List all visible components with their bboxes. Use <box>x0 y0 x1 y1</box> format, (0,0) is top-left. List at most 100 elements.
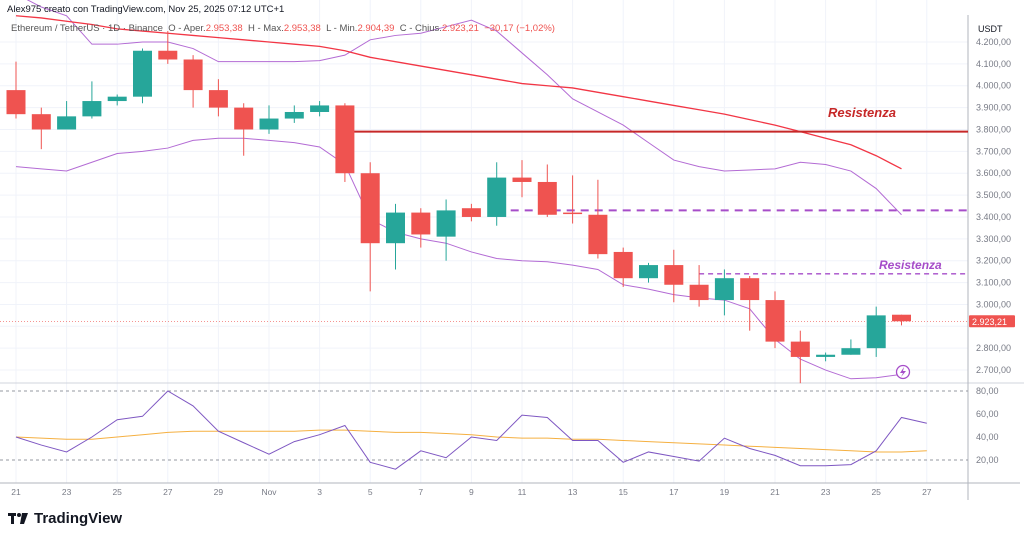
candle[interactable] <box>107 94 127 106</box>
current-price-tag <box>969 315 1015 328</box>
low-label: L - Min. <box>326 23 358 34</box>
candle-body <box>588 214 608 255</box>
candle-body <box>107 96 127 102</box>
time-tick-label: 23 <box>821 487 831 497</box>
high-value: 2.953,38 <box>283 23 321 34</box>
candle-body <box>335 105 355 174</box>
candle[interactable] <box>816 352 836 362</box>
candle-body <box>487 177 507 217</box>
candle[interactable] <box>790 330 810 384</box>
time-tick-label: 23 <box>62 487 72 497</box>
candle[interactable] <box>234 103 254 156</box>
candle[interactable] <box>487 162 507 226</box>
time-tick-label: 3 <box>317 487 322 497</box>
rsi-tick-label: 40,00 <box>976 432 999 442</box>
time-tick-label: 25 <box>112 487 122 497</box>
candle[interactable] <box>740 276 760 331</box>
candle[interactable] <box>436 199 456 261</box>
candle[interactable] <box>6 61 26 119</box>
candle[interactable] <box>689 265 709 307</box>
candle-body <box>816 354 836 357</box>
candle[interactable] <box>588 179 608 259</box>
tradingview-logo[interactable]: TradingView <box>8 510 122 527</box>
candle[interactable] <box>259 105 279 134</box>
time-tick-label: 17 <box>669 487 679 497</box>
candle[interactable] <box>563 175 583 224</box>
candle-body <box>158 50 178 60</box>
candle-body <box>133 50 152 97</box>
rsi-tick-label: 20,00 <box>976 455 999 465</box>
candle-body <box>714 278 734 301</box>
chart-credit: Alex975 creato con TradingView.com, Nov … <box>7 4 285 15</box>
symbol-name[interactable]: Ethereum / TetherUS · 1D · Binance <box>11 23 163 34</box>
candle[interactable] <box>386 203 405 270</box>
candle[interactable] <box>158 31 178 64</box>
time-tick-label: 21 <box>11 487 21 497</box>
candle-body <box>208 90 228 108</box>
candle-body <box>740 278 760 301</box>
candle[interactable] <box>310 101 330 117</box>
candle[interactable] <box>765 291 785 349</box>
candle-body <box>639 265 658 279</box>
rsi-tick-label: 80,00 <box>976 386 999 396</box>
rsi-tick-label: 60,00 <box>976 409 999 419</box>
candle[interactable] <box>284 105 304 123</box>
price-tick-label: 3.700,00 <box>976 146 1011 156</box>
time-tick-label: 27 <box>922 487 932 497</box>
candle[interactable] <box>57 101 77 130</box>
time-tick-label: 13 <box>568 487 578 497</box>
close-value: 2.923,21 <box>441 23 479 34</box>
candle[interactable] <box>866 306 886 357</box>
candle-body <box>866 315 886 349</box>
price-tick-label: 2.700,00 <box>976 365 1011 375</box>
time-tick-label: 15 <box>618 487 628 497</box>
time-tick-label: 11 <box>518 487 527 497</box>
candle[interactable] <box>613 247 633 287</box>
time-tick-label: 9 <box>469 487 474 497</box>
candle[interactable] <box>82 81 102 119</box>
candle[interactable] <box>183 55 203 108</box>
time-tick-label: 25 <box>871 487 881 497</box>
tradingview-logo-icon <box>8 512 28 524</box>
candle-body <box>6 90 26 115</box>
candle-body <box>360 173 380 244</box>
time-tick-label: 5 <box>368 487 373 497</box>
time-tick-label: 7 <box>418 487 423 497</box>
candle[interactable] <box>892 314 911 326</box>
time-tick-label: 21 <box>770 487 780 497</box>
change-value: −30,17 (−1,02%) <box>484 23 555 34</box>
price-tick-label: 3.200,00 <box>976 256 1011 266</box>
price-tick-label: 2.800,00 <box>976 343 1011 353</box>
candle-body <box>411 212 431 235</box>
price-tick-label: 3.500,00 <box>976 190 1011 200</box>
bollinger-upper-band <box>26 0 902 216</box>
tradingview-logo-text: TradingView <box>34 510 123 527</box>
candle[interactable] <box>639 262 658 283</box>
time-tick-label: 29 <box>214 487 224 497</box>
candle-body <box>234 107 254 130</box>
candle[interactable] <box>537 164 557 217</box>
candle[interactable] <box>335 103 355 182</box>
candle[interactable] <box>841 339 861 355</box>
price-tick-label: 3.900,00 <box>976 103 1011 113</box>
candle[interactable] <box>664 249 684 303</box>
candle[interactable] <box>714 269 734 316</box>
candle[interactable] <box>360 162 380 292</box>
time-tick-label: 27 <box>163 487 173 497</box>
candle-body <box>82 101 102 117</box>
candle[interactable] <box>208 79 228 117</box>
price-tick-label: 3.600,00 <box>976 168 1011 178</box>
candle-body <box>31 114 51 130</box>
candle-body <box>613 251 633 279</box>
candle-body <box>57 116 77 130</box>
candle[interactable] <box>133 48 152 104</box>
candle[interactable] <box>512 160 532 198</box>
candle[interactable] <box>31 107 51 150</box>
candle-body <box>284 111 304 119</box>
candle[interactable] <box>461 203 481 222</box>
lightning-alert-icon[interactable] <box>895 364 911 380</box>
symbol-legend: Ethereum / TetherUS · 1D · Binance O - A… <box>11 23 555 34</box>
candle[interactable] <box>411 208 431 248</box>
candle-body <box>537 181 557 215</box>
